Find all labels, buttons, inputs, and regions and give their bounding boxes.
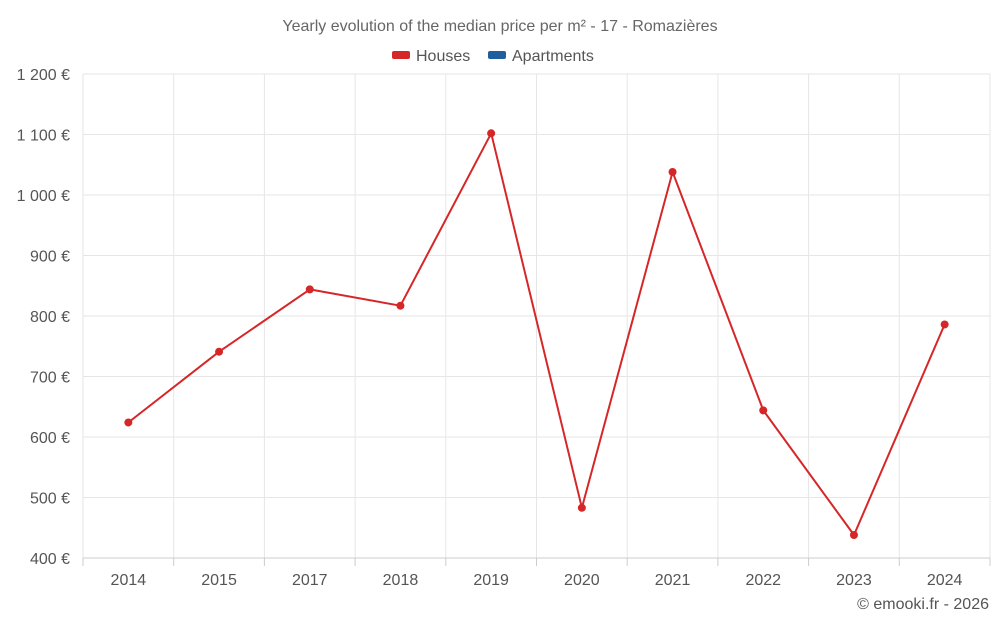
legend-swatch-houses — [392, 51, 410, 59]
series-houses — [124, 129, 949, 540]
y-tick-label: 900 € — [30, 249, 70, 266]
x-tick-label: 2020 — [564, 572, 600, 589]
x-tick-label: 2022 — [745, 572, 781, 589]
data-point[interactable] — [668, 168, 677, 177]
y-tick-label: 1 100 € — [17, 128, 70, 145]
y-tick-label: 600 € — [30, 430, 70, 447]
data-point[interactable] — [396, 301, 405, 310]
y-tick-label: 400 € — [30, 551, 70, 568]
legend: Houses Apartments — [392, 48, 594, 65]
x-tick-label: 2018 — [383, 572, 419, 589]
data-point[interactable] — [940, 320, 949, 329]
data-point[interactable] — [124, 418, 133, 427]
y-tick-label: 800 € — [30, 309, 70, 326]
legend-swatch-apartments — [488, 51, 506, 59]
series-line-houses — [127, 132, 946, 536]
y-axis: 400 € 500 € 600 € 700 € 800 € 900 € 1 000 € 1 1… — [17, 67, 70, 568]
data-point[interactable] — [759, 406, 768, 415]
data-point[interactable] — [215, 347, 224, 356]
x-tick-label: 2017 — [292, 572, 328, 589]
x-tick-label: 2021 — [655, 572, 691, 589]
x-tick-label: 2024 — [927, 572, 963, 589]
x-tick-label: 2023 — [836, 572, 872, 589]
legend-item-houses[interactable]: Houses — [392, 48, 470, 65]
legend-item-apartments[interactable]: Apartments — [488, 48, 594, 65]
gridlines — [82, 73, 991, 558]
y-tick-label: 500 € — [30, 491, 70, 508]
credit-text: © emooki.fr - 2026 — [857, 596, 989, 613]
x-tick-label: 2014 — [111, 572, 147, 589]
x-tick-label: 2019 — [473, 572, 509, 589]
legend-label-apartments: Apartments — [512, 48, 594, 65]
y-tick-label: 700 € — [30, 370, 70, 387]
data-point[interactable] — [305, 285, 314, 294]
chart-title: Yearly evolution of the median price per… — [282, 18, 717, 35]
y-tick-label: 1 000 € — [17, 188, 70, 205]
data-point[interactable] — [487, 129, 496, 138]
x-tick-label: 2015 — [201, 572, 237, 589]
x-axis: 2014 2015 2017 2018 2019 2020 2021 2022 2023 2024 — [82, 557, 991, 589]
legend-label-houses: Houses — [416, 48, 470, 65]
data-point[interactable] — [577, 503, 586, 512]
y-tick-label: 1 200 € — [17, 67, 70, 84]
data-point[interactable] — [849, 531, 858, 540]
